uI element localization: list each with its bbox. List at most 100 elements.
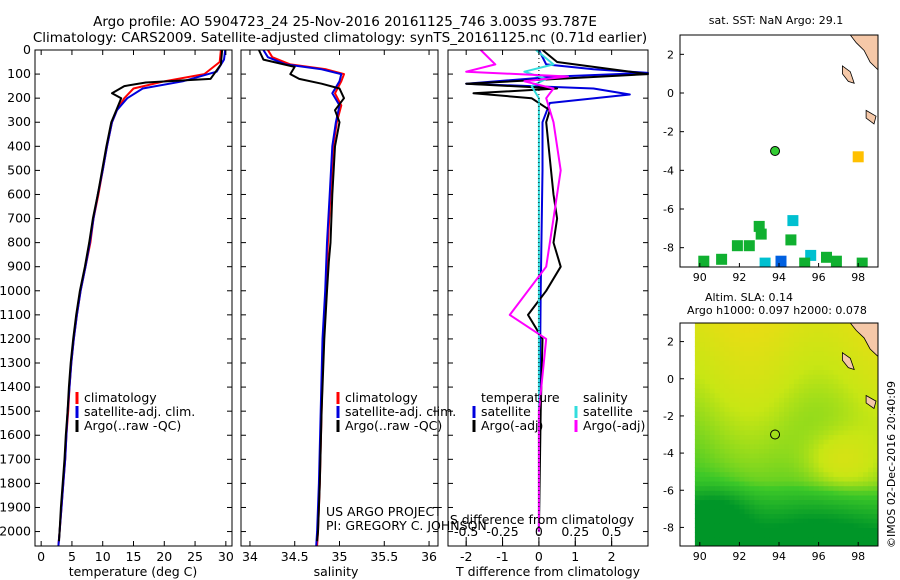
- sla-cell: [759, 499, 765, 505]
- sla-cell: [808, 518, 815, 524]
- sla-cell: [848, 323, 854, 329]
- legend-label-temp-satellite: satellite: [481, 404, 531, 419]
- sla-cell: [863, 494, 869, 501]
- sla-cell: [719, 532, 726, 538]
- sla-cell: [774, 471, 780, 477]
- sla-cell: [724, 443, 730, 449]
- sla-cell: [838, 341, 844, 347]
- sla-cell: [709, 332, 716, 338]
- sla-cell: [843, 527, 849, 533]
- sla-cell: [779, 415, 785, 422]
- sla-cell: [784, 341, 790, 347]
- sla-cell: [813, 527, 820, 533]
- sla-cell: [749, 392, 755, 398]
- sla-cell: [779, 420, 785, 426]
- sla-cell: [813, 490, 820, 496]
- sla-cell: [709, 518, 716, 524]
- sla-cell: [714, 527, 721, 533]
- y-tick-label: 1000: [0, 283, 31, 298]
- sla-cell: [709, 392, 716, 398]
- sla-cell: [744, 499, 750, 505]
- map-x-tick-label: 90: [693, 271, 707, 284]
- sla-cell: [803, 508, 810, 514]
- sla-cell: [873, 499, 878, 505]
- sla-cell: [868, 392, 874, 398]
- sla-cell: [744, 448, 750, 454]
- sla-cell: [823, 420, 829, 426]
- sla-cell: [803, 364, 810, 370]
- sla-cell: [833, 332, 839, 338]
- salinity-xlabel: salinity: [314, 564, 359, 579]
- sla-cell: [724, 508, 730, 514]
- sla-cell: [779, 490, 785, 496]
- sla-cell: [843, 522, 849, 528]
- sla-cell: [838, 541, 844, 546]
- sla-cell: [709, 485, 716, 491]
- sla-cell: [848, 383, 854, 389]
- sla-cell: [724, 481, 730, 487]
- sla-cell: [873, 476, 878, 482]
- sla-cell: [853, 434, 859, 440]
- sla-cell: [769, 541, 775, 546]
- sla-cell: [793, 420, 800, 426]
- sla-cell: [843, 327, 849, 333]
- sla-cell: [843, 406, 849, 412]
- sla-cell: [818, 485, 825, 491]
- sla-cell: [858, 513, 864, 519]
- sla-cell: [798, 453, 805, 459]
- sla-cell: [769, 429, 775, 436]
- sla-cell: [788, 425, 795, 431]
- sla-cell: [858, 374, 864, 380]
- sla-cell: [699, 415, 706, 422]
- sla-cell: [714, 471, 721, 477]
- sla-cell: [709, 494, 716, 501]
- sla-cell: [808, 522, 815, 528]
- sla-cell: [694, 397, 701, 403]
- sla-cell: [873, 439, 878, 445]
- sla-cell: [759, 355, 765, 361]
- sla-cell: [694, 402, 701, 408]
- sla-cell: [788, 323, 795, 329]
- sla-cell: [779, 457, 785, 463]
- sla-cell: [833, 429, 839, 436]
- sla-cell: [853, 374, 859, 380]
- sla-cell: [734, 336, 740, 343]
- sla-cell: [784, 508, 790, 514]
- sla-cell: [724, 485, 730, 491]
- sla-cell: [813, 406, 820, 412]
- sla-cell: [798, 518, 805, 524]
- sla-cell: [759, 457, 765, 463]
- sla-cell: [699, 429, 706, 436]
- sla-cell: [709, 434, 716, 440]
- sla-cell: [714, 429, 721, 436]
- sla-cell: [699, 476, 706, 482]
- sla-cell: [694, 383, 701, 389]
- sla-cell: [798, 471, 805, 477]
- sla-cell: [838, 443, 844, 449]
- sla-cell: [798, 374, 805, 380]
- salinity-plot-area: [257, 49, 345, 547]
- y-tick-label: 400: [7, 138, 31, 153]
- sla-cell: [803, 336, 810, 343]
- sla-cell: [709, 350, 716, 357]
- sla-cell: [833, 508, 839, 514]
- sla-cell: [873, 392, 878, 398]
- sla-cell: [739, 374, 745, 380]
- sla-cell: [858, 425, 864, 431]
- sla-cell: [858, 429, 864, 436]
- sla-cell: [858, 360, 864, 366]
- sla-cell: [818, 327, 825, 333]
- sla-cell: [729, 518, 735, 524]
- sla-cell: [833, 485, 839, 491]
- sla-cell: [873, 406, 878, 412]
- sla-cell: [729, 341, 735, 347]
- sla-cell: [818, 364, 825, 370]
- sla-cell: [873, 434, 878, 440]
- sla-cell: [734, 355, 740, 361]
- sla-cell: [823, 350, 829, 357]
- sla-cell: [838, 485, 844, 491]
- sla-cell: [714, 355, 721, 361]
- sla-cell: [818, 350, 825, 357]
- sla-cell: [714, 397, 721, 403]
- sla-cell: [754, 383, 760, 389]
